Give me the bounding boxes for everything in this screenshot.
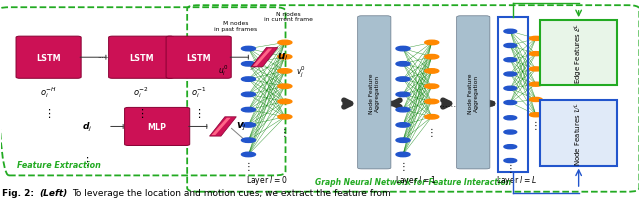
Text: $\boldsymbol{v}_j$: $\boldsymbol{v}_j$ bbox=[236, 120, 246, 132]
Text: Graph Neural Network for Feature Interaction: Graph Neural Network for Feature Interac… bbox=[315, 177, 511, 186]
Circle shape bbox=[529, 52, 542, 57]
Text: $\boldsymbol{d}_j$: $\boldsymbol{d}_j$ bbox=[82, 120, 92, 133]
Text: ⋮: ⋮ bbox=[136, 108, 147, 118]
Text: LSTM: LSTM bbox=[129, 53, 154, 62]
Circle shape bbox=[425, 115, 439, 119]
Circle shape bbox=[396, 138, 410, 143]
Text: ......: ...... bbox=[97, 53, 111, 59]
Text: Node Feature
Aggregation: Node Feature Aggregation bbox=[369, 73, 380, 113]
Circle shape bbox=[278, 41, 292, 45]
Text: ⋮: ⋮ bbox=[506, 163, 515, 173]
Text: Layer $l=0$: Layer $l=0$ bbox=[246, 174, 287, 186]
Text: To leverage the location and motion cues, we extract the feature from: To leverage the location and motion cues… bbox=[72, 188, 391, 197]
Circle shape bbox=[504, 73, 516, 77]
Text: $o_i^{-1}$: $o_i^{-1}$ bbox=[191, 84, 207, 99]
Text: Feature Extraction: Feature Extraction bbox=[17, 160, 100, 169]
Circle shape bbox=[529, 113, 542, 117]
Text: MLP: MLP bbox=[148, 122, 166, 131]
Circle shape bbox=[425, 69, 439, 74]
Circle shape bbox=[396, 93, 410, 97]
Circle shape bbox=[241, 123, 255, 128]
Text: Fig. 2:: Fig. 2: bbox=[2, 188, 34, 197]
Circle shape bbox=[529, 37, 542, 41]
Circle shape bbox=[278, 69, 292, 74]
Circle shape bbox=[241, 62, 255, 67]
Circle shape bbox=[241, 78, 255, 82]
FancyBboxPatch shape bbox=[358, 17, 391, 169]
Text: ⋮: ⋮ bbox=[244, 161, 253, 171]
FancyBboxPatch shape bbox=[125, 108, 189, 146]
Text: (Left): (Left) bbox=[39, 188, 67, 197]
Circle shape bbox=[425, 100, 439, 104]
Text: Layer $l=L$: Layer $l=L$ bbox=[496, 174, 537, 186]
Circle shape bbox=[396, 78, 410, 82]
Circle shape bbox=[425, 41, 439, 45]
Circle shape bbox=[396, 108, 410, 112]
FancyBboxPatch shape bbox=[457, 17, 490, 169]
Circle shape bbox=[504, 44, 516, 48]
Text: Layer $l=1$: Layer $l=1$ bbox=[395, 174, 436, 186]
FancyBboxPatch shape bbox=[16, 37, 81, 79]
Circle shape bbox=[504, 58, 516, 62]
Circle shape bbox=[396, 47, 410, 52]
Text: ⋮: ⋮ bbox=[81, 156, 92, 166]
Circle shape bbox=[241, 108, 255, 112]
Bar bbox=[540, 101, 617, 166]
Text: N nodes
in current frame: N nodes in current frame bbox=[264, 12, 312, 22]
Text: Node Features $\mathcal{U}^L$: Node Features $\mathcal{U}^L$ bbox=[573, 102, 584, 165]
Circle shape bbox=[241, 138, 255, 143]
FancyBboxPatch shape bbox=[109, 37, 173, 79]
Circle shape bbox=[396, 123, 410, 128]
Bar bbox=[497, 18, 528, 172]
Circle shape bbox=[396, 152, 410, 157]
Text: ⋮: ⋮ bbox=[43, 108, 54, 118]
Text: $o_i^{-2}$: $o_i^{-2}$ bbox=[133, 84, 149, 99]
Text: LSTM: LSTM bbox=[36, 53, 61, 62]
Circle shape bbox=[529, 98, 542, 102]
Polygon shape bbox=[253, 49, 272, 67]
FancyBboxPatch shape bbox=[166, 37, 231, 79]
Circle shape bbox=[278, 85, 292, 89]
Circle shape bbox=[396, 62, 410, 67]
Circle shape bbox=[529, 68, 542, 72]
Polygon shape bbox=[251, 48, 278, 68]
Polygon shape bbox=[209, 117, 236, 136]
Circle shape bbox=[241, 47, 255, 52]
Text: M nodes
in past frames: M nodes in past frames bbox=[214, 21, 257, 31]
Text: $o_i^{-H}$: $o_i^{-H}$ bbox=[40, 84, 57, 99]
Circle shape bbox=[504, 30, 516, 34]
Circle shape bbox=[504, 130, 516, 134]
Text: LSTM: LSTM bbox=[186, 53, 211, 62]
Circle shape bbox=[241, 93, 255, 97]
Text: Node Feature
Aggregation: Node Feature Aggregation bbox=[468, 73, 479, 113]
Circle shape bbox=[425, 85, 439, 89]
Text: ⋮: ⋮ bbox=[427, 128, 436, 137]
Circle shape bbox=[241, 152, 255, 157]
Circle shape bbox=[504, 87, 516, 91]
Text: $v_j^0$: $v_j^0$ bbox=[296, 64, 307, 79]
Text: ⋮: ⋮ bbox=[398, 161, 408, 171]
Text: $\boldsymbol{u}_i$: $\boldsymbol{u}_i$ bbox=[277, 51, 289, 63]
Circle shape bbox=[504, 159, 516, 163]
Circle shape bbox=[425, 55, 439, 60]
Text: $u_i^0$: $u_i^0$ bbox=[218, 63, 228, 78]
Circle shape bbox=[278, 100, 292, 104]
Circle shape bbox=[504, 116, 516, 120]
Circle shape bbox=[278, 55, 292, 60]
Text: Edge Features $\mathcal{E}^L$: Edge Features $\mathcal{E}^L$ bbox=[573, 23, 585, 84]
Circle shape bbox=[278, 115, 292, 119]
Polygon shape bbox=[211, 118, 230, 135]
Circle shape bbox=[529, 83, 542, 87]
Circle shape bbox=[504, 145, 516, 149]
Text: ⋮: ⋮ bbox=[280, 128, 290, 137]
Circle shape bbox=[504, 101, 516, 105]
Bar bbox=[540, 21, 617, 86]
Text: ......: ...... bbox=[439, 100, 456, 109]
Text: ⋮: ⋮ bbox=[531, 120, 541, 130]
Text: ⋮: ⋮ bbox=[193, 108, 204, 118]
